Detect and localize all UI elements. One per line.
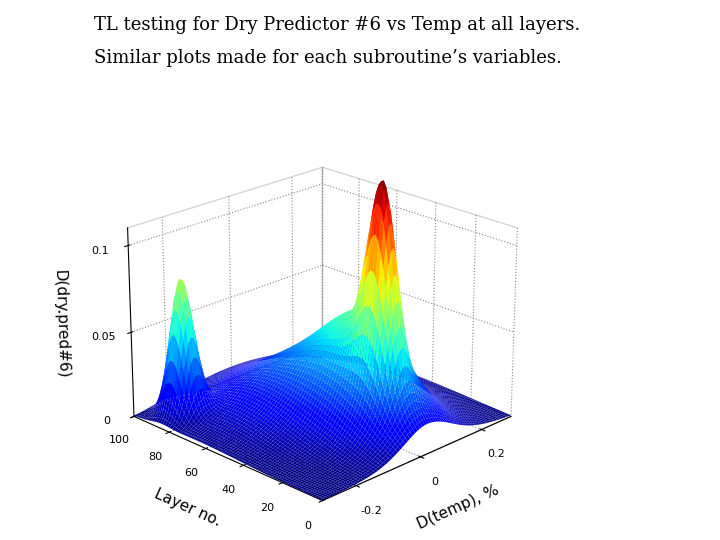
Text: Similar plots made for each subroutine’s variables.: Similar plots made for each subroutine’s… xyxy=(94,49,562,66)
Text: TL testing for Dry Predictor #6 vs Temp at all layers.: TL testing for Dry Predictor #6 vs Temp … xyxy=(94,16,580,34)
X-axis label: D(temp), %: D(temp), % xyxy=(415,482,501,532)
Y-axis label: Layer no.: Layer no. xyxy=(152,486,223,529)
